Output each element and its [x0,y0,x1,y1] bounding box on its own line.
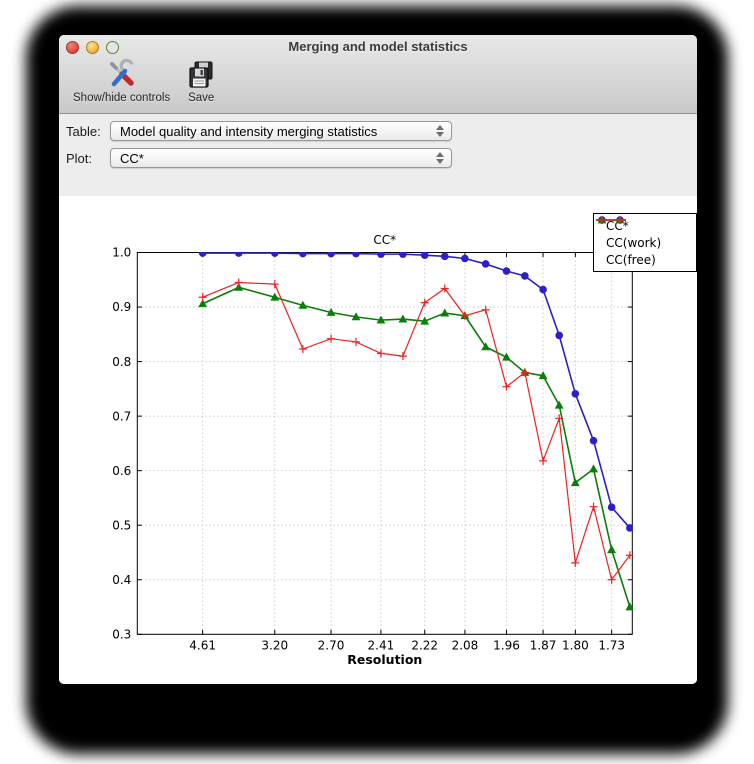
svg-text:0.6: 0.6 [112,464,131,478]
legend-entry-label: CC(free) [606,253,656,267]
svg-text:0.4: 0.4 [112,573,131,587]
toolbar: Show/hide controls Save [65,57,224,111]
window-title: Merging and model statistics [288,39,468,54]
toolbar-button-label: Show/hide controls [73,92,171,104]
svg-text:0.9: 0.9 [112,300,131,314]
svg-text:2.41: 2.41 [368,638,395,652]
legend-entry: CC(work) [596,215,690,250]
svg-text:0.7: 0.7 [112,409,131,423]
save-icon [189,61,213,88]
save-button[interactable]: Save [178,57,224,104]
svg-text:4.61: 4.61 [189,638,216,652]
plot-select[interactable]: CC* [110,148,452,168]
close-button[interactable] [66,41,79,54]
table-select[interactable]: Model quality and intensity merging stat… [110,121,452,141]
svg-text:Resolution: Resolution [347,652,422,667]
legend-entry: CC(free) [596,216,690,267]
plot-figure: 4.61 3.20 2.70 2.41 2.22 2.08 1.96 1.87 1.80 1.73… [59,196,697,684]
plot-select-value: CC* [120,150,144,166]
svg-text:1.87: 1.87 [530,638,557,652]
svg-text:CC*: CC* [373,233,396,247]
svg-text:1.0: 1.0 [112,246,131,260]
legend-entry-label: CC(work) [606,236,662,250]
zoom-button[interactable] [106,41,119,54]
table-select-value: Model quality and intensity merging stat… [120,123,378,139]
svg-text:0.8: 0.8 [112,355,131,369]
svg-text:1.80: 1.80 [562,638,589,652]
table-label: Table: [66,123,101,139]
series-cc- [198,252,633,532]
controls-panel: Table: Model quality and intensity mergi… [59,114,697,269]
tools-icon [109,59,134,87]
series-cc-free- [198,278,633,584]
plot-label: Plot: [66,150,93,166]
svg-text:2.70: 2.70 [318,638,345,652]
minimize-button[interactable] [86,41,99,54]
svg-text:3.20: 3.20 [261,638,288,652]
legend-marker-icon [596,216,626,224]
chart-legend: CC* CC(work) CC(free) [593,213,697,272]
app-window: Merging and model statistics Show/hide c… [59,35,697,684]
series-cc-work- [198,282,633,611]
toolbar-button-label: Save [188,92,215,104]
title-bar[interactable]: Merging and model statistics [59,35,697,57]
chart-canvas: 4.61 3.20 2.70 2.41 2.22 2.08 1.96 1.87 1.80 1.73… [112,233,633,667]
svg-text:0.5: 0.5 [112,518,131,532]
popup-arrows-icon [433,152,447,164]
svg-text:0.3: 0.3 [112,628,131,642]
svg-text:1.73: 1.73 [598,638,625,652]
svg-text:1.96: 1.96 [493,638,520,652]
svg-text:2.22: 2.22 [411,638,438,652]
show-hide-controls-button[interactable]: Show/hide controls [65,57,178,104]
popup-arrows-icon [433,125,447,137]
svg-text:2.08: 2.08 [452,638,479,652]
window-header: Merging and model statistics Show/hide c… [59,35,697,114]
